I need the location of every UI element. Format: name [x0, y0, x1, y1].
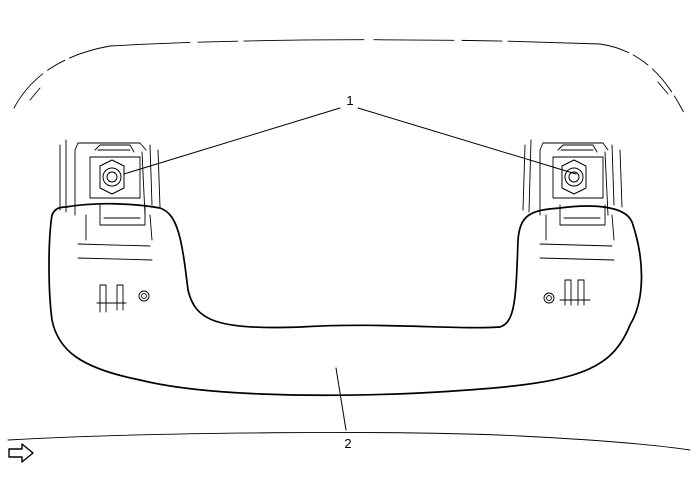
- forward-arrow-icon: [8, 443, 34, 463]
- assist-handle: [48, 202, 643, 397]
- lower-edge-line: [7, 432, 691, 451]
- headliner-outline: [13, 39, 686, 116]
- left-bracket: [59, 139, 161, 313]
- callout-1: 1: [346, 93, 353, 108]
- left-nut: [99, 159, 125, 195]
- right-nut: [561, 159, 587, 195]
- leader-lines: [123, 107, 577, 431]
- callout-2: 2: [344, 436, 351, 451]
- right-bracket: [522, 139, 623, 306]
